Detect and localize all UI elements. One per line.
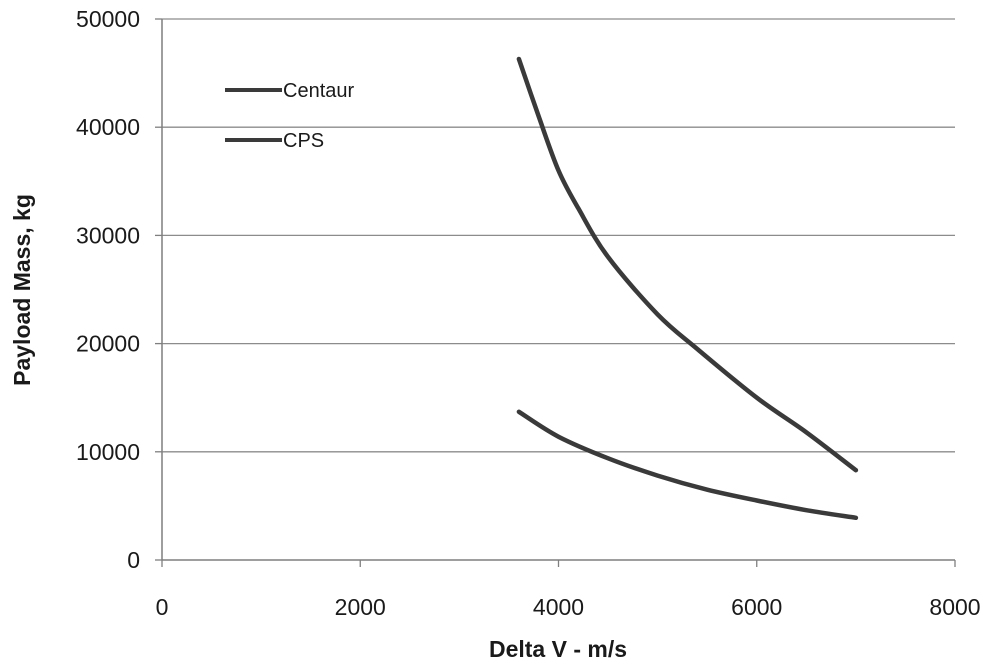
y-tick-labels: 0 10000 20000 30000 40000 50000 — [76, 6, 140, 573]
y-tick-label: 0 — [127, 547, 140, 573]
gridlines — [155, 18, 955, 561]
series-line-centaur — [516, 56, 859, 473]
x-tick-labels: 0 2000 4000 6000 8000 — [156, 560, 981, 620]
y-axis-title: Payload Mass, kg — [9, 194, 35, 386]
legend-label-cps: CPS — [283, 130, 324, 152]
x-tick-label: 2000 — [335, 594, 386, 620]
legend: Centaur CPS — [225, 80, 354, 152]
x-tick-label: 4000 — [533, 594, 584, 620]
y-tick-label: 10000 — [76, 439, 140, 465]
y-tick-label: 50000 — [76, 6, 140, 32]
x-tick-label: 6000 — [731, 594, 782, 620]
series-line-cps — [516, 409, 859, 521]
x-axis-title: Delta V - m/s — [489, 636, 627, 662]
x-tick-label: 0 — [156, 594, 169, 620]
y-tick-label: 30000 — [76, 222, 140, 248]
y-tick-label: 40000 — [76, 114, 140, 140]
x-tick-label: 8000 — [929, 594, 980, 620]
series-lines — [516, 56, 859, 521]
y-tick-label: 20000 — [76, 331, 140, 357]
legend-label-centaur: Centaur — [283, 80, 354, 102]
